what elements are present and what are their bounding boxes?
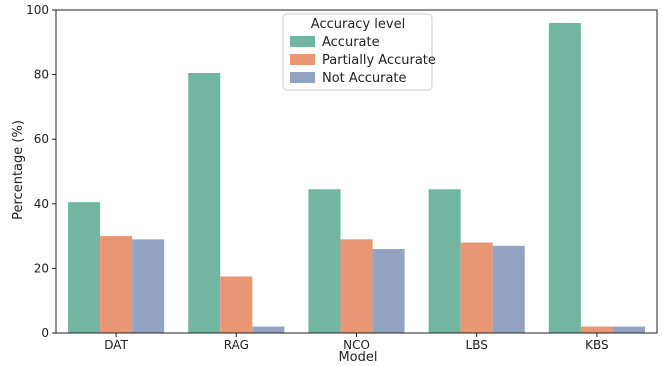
legend-label-partially-accurate: Partially Accurate — [322, 53, 436, 68]
y-tick-label-0: 0 — [41, 326, 49, 340]
legend-swatch-accurate — [290, 36, 315, 47]
bar-accurate-nco — [308, 189, 341, 333]
bar-not-accurate-lbs — [492, 245, 525, 333]
bar-partially-accurate-nco — [340, 239, 373, 333]
bar-not-accurate-dat — [132, 239, 165, 333]
bar-partially-accurate-dat — [100, 236, 133, 333]
legend-label-not-accurate: Not Accurate — [322, 71, 407, 86]
legend-box — [282, 13, 433, 91]
x-tick-label-dat: DAT — [104, 338, 128, 352]
legend: Accuracy level Accurate Partially Accurat… — [282, 13, 436, 91]
legend-title: Accuracy level — [311, 17, 405, 32]
legend-swatch-not-accurate — [290, 72, 315, 83]
bar-accurate-kbs — [548, 22, 581, 333]
bar-not-accurate-rag — [252, 326, 285, 333]
bar-not-accurate-nco — [372, 249, 405, 333]
bar-partially-accurate-rag — [220, 276, 253, 333]
bar-partially-accurate-lbs — [460, 242, 493, 333]
bars-layer — [68, 22, 645, 333]
y-tick-label-60: 60 — [34, 132, 49, 146]
bar-accurate-lbs — [428, 189, 461, 333]
x-tick-label-rag: RAG — [224, 338, 249, 352]
bar-not-accurate-kbs — [612, 326, 645, 333]
y-tick-label-80: 80 — [34, 68, 49, 82]
y-tick-label-20: 20 — [34, 261, 49, 275]
legend-label-accurate: Accurate — [322, 35, 380, 50]
x-tick-label-lbs: LBS — [466, 338, 488, 352]
bar-partially-accurate-kbs — [580, 326, 613, 333]
y-tick-label-100: 100 — [26, 3, 49, 17]
x-tick-label-kbs: KBS — [585, 338, 609, 352]
y-tick-label-40: 40 — [34, 197, 49, 211]
x-tick-label-nco: NCO — [343, 338, 370, 352]
legend-swatch-partially-accurate — [290, 54, 315, 65]
bar-accurate-rag — [188, 72, 221, 333]
axes-layer: 0 20 40 60 80 100 DAT RAG NCO LBS KBS — [26, 3, 658, 352]
x-axis-title: Model — [338, 350, 377, 365]
bar-accurate-dat — [68, 202, 101, 333]
y-axis-title: Percentage (%) — [11, 120, 26, 220]
